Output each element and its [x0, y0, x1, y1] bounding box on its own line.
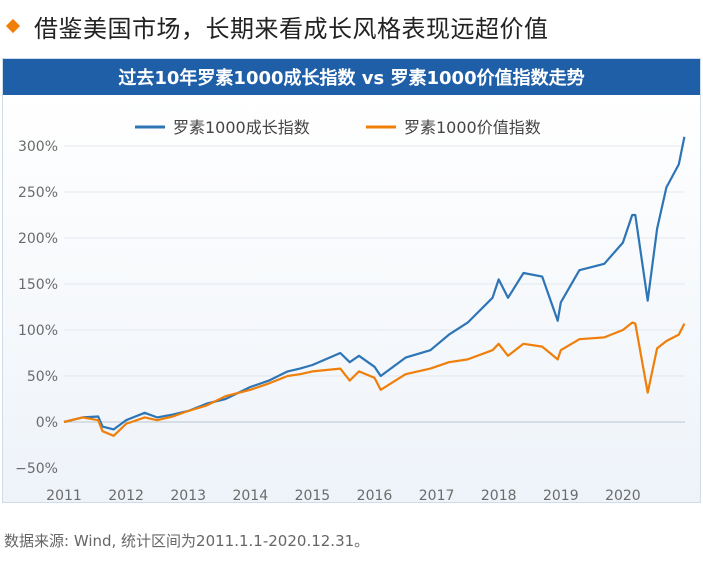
- x-tick-label: 2015: [295, 488, 331, 504]
- page-heading: 借鉴美国市场，长期来看成长风格表现远超价值: [0, 6, 549, 46]
- y-tick-label: −50%: [15, 461, 58, 477]
- plot-background: [3, 95, 700, 502]
- y-tick-label: 50%: [27, 369, 58, 385]
- series-line-growth: [63, 136, 686, 431]
- x-tick-label: 2017: [419, 488, 455, 504]
- y-tick-label: 200%: [18, 231, 58, 247]
- x-tick-label: 2019: [543, 488, 579, 504]
- series-line-value: [63, 321, 686, 437]
- x-tick-label: 2012: [108, 488, 144, 504]
- legend-label: 罗素1000价值指数: [404, 118, 541, 137]
- y-tick-label: 0%: [36, 415, 58, 431]
- x-tick-label: 2014: [232, 488, 268, 504]
- y-tick-label: 150%: [18, 277, 58, 293]
- y-tick-label: 250%: [18, 185, 58, 201]
- chart-title: 过去10年罗素1000成长指数 vs 罗素1000价值指数走势: [3, 59, 700, 95]
- heading-text: 借鉴美国市场，长期来看成长风格表现远超价值: [34, 14, 549, 43]
- source-note: 数据来源: Wind, 统计区间为2011.1.1-2020.12.31。: [4, 532, 370, 550]
- x-tick-label: 2020: [605, 488, 641, 504]
- x-tick-label: 2013: [170, 488, 206, 504]
- legend-label: 罗素1000成长指数: [173, 118, 310, 137]
- x-tick-label: 2016: [357, 488, 393, 504]
- x-tick-label: 2018: [481, 488, 517, 504]
- y-tick-label: 100%: [18, 323, 58, 339]
- x-tick-label: 2011: [46, 488, 82, 504]
- y-tick-label: 300%: [18, 139, 58, 155]
- chart-frame: 过去10年罗素1000成长指数 vs 罗素1000价值指数走势: [2, 58, 701, 503]
